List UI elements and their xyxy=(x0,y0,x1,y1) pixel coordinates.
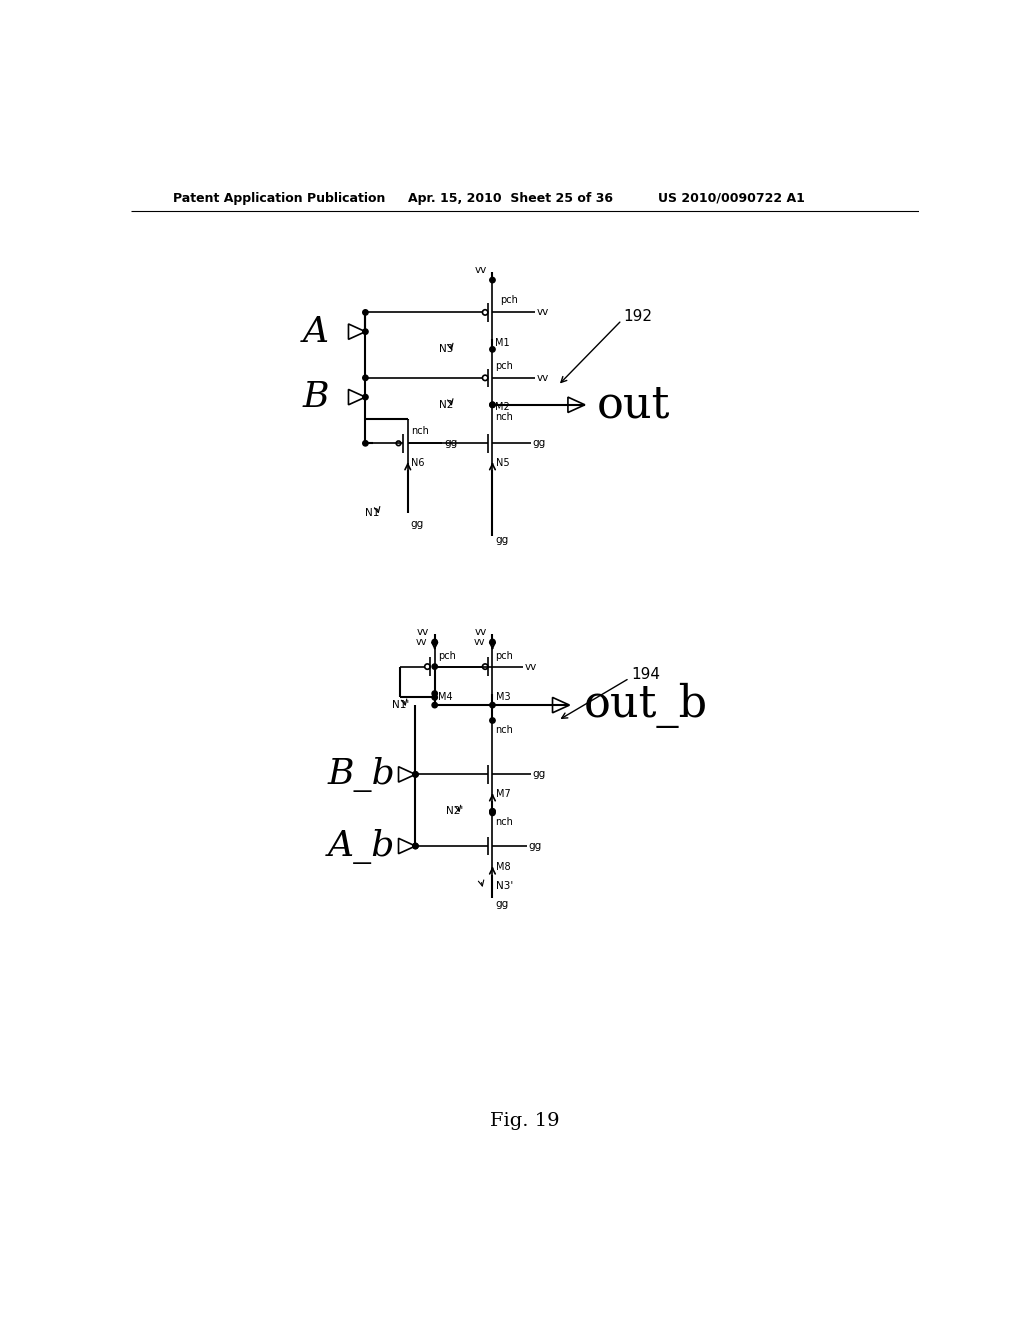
Text: N3: N3 xyxy=(438,345,453,354)
Text: vv: vv xyxy=(475,265,487,275)
Circle shape xyxy=(489,718,496,723)
Circle shape xyxy=(432,639,437,644)
Circle shape xyxy=(489,809,496,814)
Text: B: B xyxy=(302,380,329,414)
Text: M1: M1 xyxy=(495,338,509,348)
Text: nch: nch xyxy=(496,412,513,422)
Text: gg: gg xyxy=(528,841,542,851)
Text: pch: pch xyxy=(496,651,513,661)
Circle shape xyxy=(489,347,496,352)
Circle shape xyxy=(432,702,437,708)
Text: vv: vv xyxy=(537,372,549,383)
Text: A: A xyxy=(302,314,329,348)
Text: N5: N5 xyxy=(496,458,509,467)
Circle shape xyxy=(432,690,437,696)
Text: vv: vv xyxy=(475,627,487,638)
Circle shape xyxy=(362,395,368,400)
Circle shape xyxy=(362,310,368,315)
Text: US 2010/0090722 A1: US 2010/0090722 A1 xyxy=(658,191,805,205)
Text: N2': N2' xyxy=(446,807,464,816)
Text: N3': N3' xyxy=(496,880,513,891)
Text: Fig. 19: Fig. 19 xyxy=(490,1111,559,1130)
Circle shape xyxy=(489,403,496,408)
Text: N6: N6 xyxy=(411,458,424,467)
Text: M4: M4 xyxy=(438,693,453,702)
Circle shape xyxy=(489,809,496,814)
Circle shape xyxy=(362,329,368,334)
Text: N1': N1' xyxy=(392,700,410,710)
Text: M7: M7 xyxy=(496,788,510,799)
Text: B_b: B_b xyxy=(328,756,395,792)
Text: nch: nch xyxy=(411,426,429,436)
Text: gg: gg xyxy=(496,899,509,908)
Text: A_b: A_b xyxy=(328,829,395,863)
Text: gg: gg xyxy=(532,770,546,779)
Circle shape xyxy=(489,702,496,708)
Text: nch: nch xyxy=(496,817,513,828)
Text: M8: M8 xyxy=(496,862,510,871)
Circle shape xyxy=(413,843,418,849)
Text: vv: vv xyxy=(416,638,427,647)
Text: out_b: out_b xyxy=(584,682,708,727)
Text: Apr. 15, 2010  Sheet 25 of 36: Apr. 15, 2010 Sheet 25 of 36 xyxy=(408,191,612,205)
Circle shape xyxy=(489,810,496,816)
Circle shape xyxy=(432,694,437,700)
Circle shape xyxy=(413,772,418,777)
Text: M2: M2 xyxy=(495,403,510,412)
Circle shape xyxy=(489,403,496,408)
Text: gg: gg xyxy=(444,438,457,449)
Text: pch: pch xyxy=(500,296,518,305)
Text: nch: nch xyxy=(496,725,513,735)
Text: vv: vv xyxy=(537,308,549,317)
Text: pch: pch xyxy=(496,360,513,371)
Circle shape xyxy=(432,664,437,669)
Circle shape xyxy=(362,441,368,446)
Text: pch: pch xyxy=(438,651,456,661)
Text: gg: gg xyxy=(496,535,509,545)
Text: vv: vv xyxy=(473,638,484,647)
Text: vv: vv xyxy=(524,661,537,672)
Circle shape xyxy=(489,277,496,282)
Text: vv: vv xyxy=(417,627,429,638)
Text: 194: 194 xyxy=(631,667,660,682)
Circle shape xyxy=(362,375,368,380)
Circle shape xyxy=(489,639,496,644)
Text: Patent Application Publication: Patent Application Publication xyxy=(173,191,385,205)
Circle shape xyxy=(413,772,418,777)
Text: M3: M3 xyxy=(496,693,510,702)
Circle shape xyxy=(413,843,418,849)
Text: gg: gg xyxy=(411,519,424,529)
Text: out: out xyxy=(596,383,670,426)
Text: N1: N1 xyxy=(366,508,380,517)
Text: gg: gg xyxy=(532,438,546,449)
Text: 192: 192 xyxy=(624,309,652,323)
Text: N2: N2 xyxy=(438,400,453,409)
